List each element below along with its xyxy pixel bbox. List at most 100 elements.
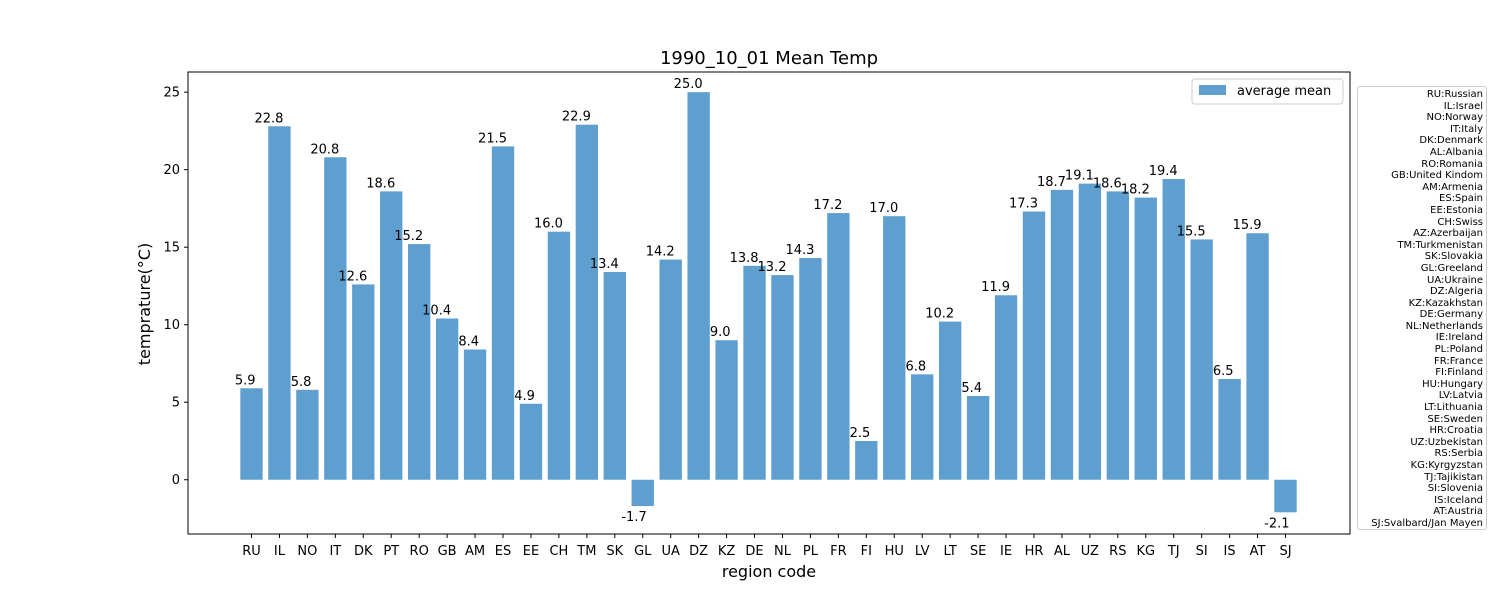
x-tick-label: FI: [861, 544, 872, 559]
y-tick-label: 10: [163, 318, 180, 333]
bar-ro: [407, 244, 431, 480]
region-legend-entry: HR:Croatia: [1429, 425, 1483, 437]
x-axis-label: region code: [722, 562, 816, 581]
region-legend-entry: SJ:Svalbard/Jan Mayen: [1371, 517, 1483, 529]
bar-ru: [240, 388, 263, 480]
x-tick-label: TM: [576, 544, 596, 559]
x-tick-label: KG: [1136, 544, 1155, 559]
y-axis-ticks: 0 5 10 15 20 25: [163, 86, 188, 488]
y-tick-label: 15: [163, 241, 180, 256]
x-tick-label: FR: [830, 544, 847, 559]
x-tick-label: SI: [1196, 544, 1208, 559]
bar-ch: [547, 231, 571, 480]
bar-value-label: 21.5: [478, 131, 507, 146]
bar-value-label: 5.8: [291, 375, 312, 390]
x-tick-label: LV: [915, 544, 930, 559]
bar-value-label: 10.2: [925, 307, 954, 322]
bar-value-label: 13.4: [590, 257, 619, 272]
region-legend-entry: IS:Iceland: [1434, 494, 1483, 506]
region-legend-entry: SI:Slovenia: [1427, 483, 1483, 495]
region-legend-entry: UA:Ukraine: [1427, 274, 1483, 286]
bar-hu: [883, 216, 906, 480]
region-legend-entry: NO:Norway: [1426, 112, 1483, 124]
region-legend-entry: AL:Albania: [1429, 146, 1483, 158]
bar-sj: [1274, 479, 1297, 513]
x-tick-label: NO: [297, 544, 317, 559]
region-legend-entry: GB:United Kindom: [1391, 170, 1483, 182]
x-tick-label: IS: [1224, 544, 1236, 559]
bars-group: [240, 92, 1297, 513]
x-tick-label: SJ: [1279, 544, 1291, 559]
bar-pl: [799, 258, 822, 480]
bar-value-label: 9.0: [710, 325, 731, 340]
x-tick-label: EE: [523, 544, 539, 559]
bar-am: [463, 349, 487, 480]
region-legend-entry: DZ:Algeria: [1429, 286, 1483, 298]
legend-series-label: average mean: [1237, 84, 1331, 99]
bar-value-label: 10.4: [422, 304, 451, 319]
region-legend-entry: RU:Russian: [1426, 89, 1483, 100]
region-legend-entry: ES:Spain: [1439, 193, 1483, 205]
bar-value-label: -1.7: [621, 510, 646, 525]
bar-value-label: 22.8: [254, 111, 283, 126]
region-legend-entry: CH:Swiss: [1437, 216, 1483, 228]
x-tick-label: KZ: [718, 544, 736, 559]
y-tick-label: 20: [163, 163, 180, 178]
region-legend-entry: KZ:Kazakhstan: [1408, 297, 1483, 309]
x-tick-label: RS: [1109, 544, 1126, 559]
region-legend-entry: HU:Hungary: [1422, 378, 1483, 390]
region-legend-entry: UZ:Uzbekistan: [1410, 436, 1483, 448]
x-tick-label: HU: [885, 544, 904, 559]
bar-value-label: 13.2: [758, 260, 787, 275]
x-tick-label: ES: [495, 544, 511, 559]
region-legend-entry: IT:Italy: [1449, 123, 1483, 135]
bar-value-label: 8.4: [458, 335, 479, 350]
x-tick-label: RO: [410, 544, 429, 559]
region-legend-entry: LV:Latvia: [1438, 390, 1483, 402]
bar-tj: [1162, 178, 1185, 480]
bar-ua: [659, 259, 682, 480]
bar-sk: [603, 271, 626, 480]
legend-box: [1191, 78, 1344, 105]
bar-labels-group: 5.9 22.8 5.8 20.8 12.6 18.6 15.2 10.4 8.4 21.5 4.9…: [235, 77, 1290, 531]
x-tick-label: UZ: [1081, 544, 1099, 559]
bar-value-label: 20.8: [310, 142, 339, 157]
x-axis-ticks: RU IL NO IT DK PT RO GB AM ES EE CH TM SK GL UA DZ KZ DE NL…: [242, 534, 1292, 559]
region-legend-entry: FR:France: [1433, 355, 1483, 367]
bar-value-label: 17.3: [1009, 197, 1038, 212]
bar-value-label: 6.5: [1213, 364, 1234, 379]
region-legend-entry: PL:Poland: [1434, 344, 1483, 356]
x-tick-label: RU: [242, 544, 261, 559]
bar-kg: [1134, 197, 1157, 480]
bar-value-label: 22.9: [562, 110, 591, 125]
bar-ee: [519, 403, 543, 480]
bar-es: [491, 146, 515, 480]
region-legend-entry: IL:Israel: [1443, 100, 1483, 112]
bar-value-label: 16.0: [534, 217, 563, 232]
bar-value-label: 14.2: [646, 245, 675, 260]
region-legend-entry: DE:Germany: [1419, 309, 1483, 321]
x-tick-label: SK: [606, 544, 623, 559]
bar-gl: [631, 479, 654, 507]
bar-fi: [855, 440, 878, 480]
x-tick-label: LT: [943, 544, 956, 559]
x-tick-label: GL: [634, 544, 652, 559]
region-legend-entry: TJ:Tajikistan: [1424, 471, 1483, 483]
bar-al: [1050, 189, 1074, 480]
region-legend-entry: SE:Sweden: [1427, 413, 1483, 425]
bar-uz: [1078, 183, 1102, 480]
region-legend-entry: LT:Lithuania: [1424, 402, 1483, 414]
region-legend-entry: AM:Armenia: [1422, 181, 1483, 193]
bar-value-label: 14.3: [785, 243, 814, 258]
bar-fr: [827, 213, 850, 480]
region-legend-entry: AZ:Azerbaijan: [1413, 228, 1483, 240]
chart-title: 1990_10_01 Mean Temp: [660, 48, 878, 69]
region-legend-entry: GL:Greeland: [1420, 262, 1483, 274]
x-tick-label: IT: [329, 544, 341, 559]
series-legend: average mean: [1191, 78, 1344, 105]
y-tick-label: 0: [172, 473, 180, 488]
x-tick-label: TJ: [1167, 544, 1180, 559]
bar-value-label: 15.2: [394, 229, 423, 244]
bar-value-label: 18.6: [1093, 176, 1122, 191]
x-tick-label: AM: [465, 544, 485, 559]
